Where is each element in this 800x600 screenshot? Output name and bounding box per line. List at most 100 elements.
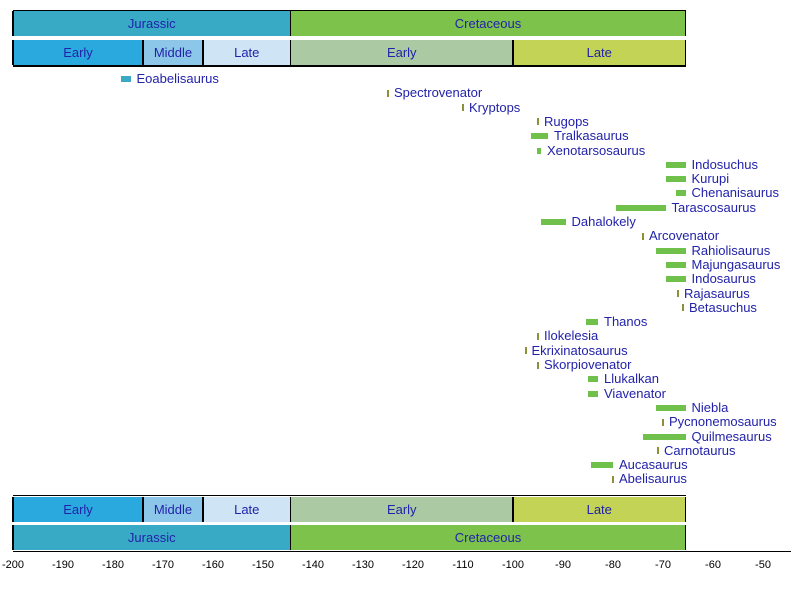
- axis-tick-label: -140: [301, 559, 325, 571]
- axis-tick-label: -190: [51, 559, 75, 571]
- taxon-label-tarascosaurus: Tarascosaurus: [671, 199, 757, 215]
- taxon-point-marker-spectrovenator: [387, 89, 389, 97]
- period-band-bottom-separator: [289, 525, 292, 551]
- axis-tick-label: -160: [201, 559, 225, 571]
- taxon-range-bar-dahalokely: [540, 219, 566, 225]
- plot-border-line: [13, 495, 686, 497]
- taxon-point-marker-ekrixinatosaurus: [524, 347, 527, 355]
- taxon-label-indosaurus: Indosaurus: [691, 271, 756, 287]
- epoch-band-bottom-separator: [684, 497, 687, 522]
- taxon-range-bar-rahiolisaurus: [655, 247, 686, 254]
- taxon-range-bar-viavenator: [588, 390, 598, 397]
- epoch-band-bottom-separator: [142, 497, 144, 522]
- taxon-label-abelisaurus: Abelisaurus: [619, 471, 687, 487]
- taxon-label-carnotaurus: Carnotaurus: [664, 442, 736, 458]
- taxon-range-bar-tarascosaurus: [615, 204, 666, 211]
- taxon-label-spectrovenator: Spectrovenator: [394, 85, 483, 101]
- period-band-top-separator: [12, 11, 14, 37]
- period-band-bottom-separator: [684, 525, 687, 551]
- taxon-label-kryptops: Kryptops: [469, 99, 521, 115]
- taxon-label-ekrixinatosaurus: Ekrixinatosaurus: [531, 342, 628, 358]
- taxon-label-tralkasaurus: Tralkasaurus: [554, 128, 629, 144]
- axis-tick-label: -60: [705, 559, 721, 571]
- epoch-band-top-separator: [512, 40, 514, 65]
- taxon-range-bar-aucasaurus: [590, 462, 613, 469]
- taxon-range-bar-niebla: [655, 404, 686, 411]
- axis-tick-label: -110: [452, 559, 474, 571]
- taxon-range-bar-majungasaurus: [665, 261, 686, 268]
- taxon-range-bar-thanos: [585, 319, 598, 326]
- epoch-band-top-segment-middle: Middle: [143, 40, 203, 65]
- period-band-bottom-segment-cretaceous: Cretaceous: [290, 525, 686, 551]
- taxon-point-marker-carnotaurus: [657, 447, 659, 455]
- taxon-label-dahalokely: Dahalokely: [571, 214, 636, 229]
- taxon-point-marker-kryptops: [462, 104, 464, 112]
- taxon-label-aucasaurus: Aucasaurus: [619, 457, 688, 473]
- taxon-label-quilmesaurus: Quilmesaurus: [691, 428, 772, 444]
- epoch-band-top-segment-early: Early: [290, 40, 513, 65]
- epoch-band-bottom-segment-late: Late: [513, 497, 686, 522]
- taxon-label-chenanisaurus: Chenanisaurus: [691, 185, 779, 201]
- taxon-label-thanos: Thanos: [604, 314, 648, 330]
- period-band-bottom-segment-jurassic: Jurassic: [13, 525, 291, 551]
- taxon-label-xenotarsosaurus: Xenotarsosaurus: [547, 142, 646, 158]
- epoch-band-top-segment-late: Late: [203, 40, 291, 65]
- period-band-top-segment-cretaceous: Cretaceous: [290, 11, 686, 37]
- taxon-point-marker-abelisaurus: [612, 475, 614, 483]
- axis-tick-label: -170: [151, 559, 175, 571]
- taxon-label-kurupi: Kurupi: [691, 171, 730, 187]
- period-band-bottom-separator: [12, 525, 14, 551]
- epoch-band-bottom-separator: [289, 497, 292, 522]
- axis-tick-label: -50: [755, 559, 771, 571]
- taxon-label-betasuchus: Betasuchus: [689, 299, 757, 315]
- taxon-label-pycnonemosaurus: Pycnonemosaurus: [669, 414, 777, 430]
- taxon-range-bar-indosuchus: [665, 161, 686, 168]
- epoch-band-bottom-separator: [202, 497, 204, 522]
- taxon-point-marker-rajasaurus: [677, 290, 679, 297]
- axis-tick-label: -150: [251, 559, 275, 571]
- taxon-label-viavenator: Viavenator: [604, 385, 666, 401]
- period-band-top-separator: [289, 11, 292, 37]
- taxon-range-bar-quilmesaurus: [643, 433, 686, 440]
- epoch-band-bottom-segment-late: Late: [203, 497, 291, 522]
- plot-border-line: [13, 65, 686, 67]
- axis-tick-label: -100: [501, 559, 525, 571]
- taxon-range-bar-kurupi: [665, 176, 686, 183]
- taxon-range-bar-indosaurus: [665, 276, 686, 283]
- taxon-label-rugops: Rugops: [544, 113, 589, 129]
- taxon-label-rajasaurus: Rajasaurus: [684, 285, 750, 301]
- epoch-band-top-separator: [142, 40, 144, 65]
- epoch-band-bottom-segment-early: Early: [290, 497, 513, 522]
- axis-tick-label: -70: [655, 559, 671, 571]
- taxon-point-marker-betasuchus: [682, 304, 684, 312]
- epoch-band-top-separator: [202, 40, 204, 65]
- taxon-label-eoabelisaurus: Eoabelisaurus: [136, 71, 219, 86]
- taxon-label-majungasaurus: Majungasaurus: [691, 256, 781, 272]
- taxon-label-skorpiovenator: Skorpiovenator: [544, 357, 632, 372]
- taxon-point-marker-pycnonemosaurus: [662, 418, 664, 426]
- taxon-range-bar-llukalkan: [588, 376, 598, 383]
- axis-tick-label: -180: [101, 559, 125, 571]
- taxon-label-ilokelesia: Ilokelesia: [544, 328, 599, 344]
- axis-tick-label: -90: [555, 559, 571, 571]
- taxon-point-marker-ilokelesia: [537, 332, 539, 340]
- epoch-band-top-segment-early: Early: [13, 40, 143, 65]
- taxon-label-niebla: Niebla: [691, 399, 729, 415]
- axis-tick-label: -200: [1, 559, 25, 571]
- epoch-band-top-segment-late: Late: [513, 40, 686, 65]
- taxon-label-indosuchus: Indosuchus: [691, 156, 759, 172]
- taxon-range-bar-tralkasaurus: [530, 133, 548, 140]
- epoch-band-bottom-separator: [512, 497, 514, 522]
- taxon-label-arcovenator: Arcovenator: [649, 228, 720, 244]
- epoch-band-top-separator: [289, 40, 292, 65]
- epoch-band-top-separator: [684, 40, 687, 65]
- taxon-range-bar-xenotarsosaurus: [537, 147, 541, 154]
- epoch-band-bottom-segment-early: Early: [13, 497, 143, 522]
- period-band-top-separator: [684, 11, 687, 37]
- time-axis-line: [13, 550, 791, 552]
- plot-border-line: [13, 10, 686, 12]
- axis-tick-label: -120: [401, 559, 425, 571]
- epoch-band-top-separator: [12, 40, 14, 65]
- period-band-top-segment-jurassic: Jurassic: [13, 11, 291, 37]
